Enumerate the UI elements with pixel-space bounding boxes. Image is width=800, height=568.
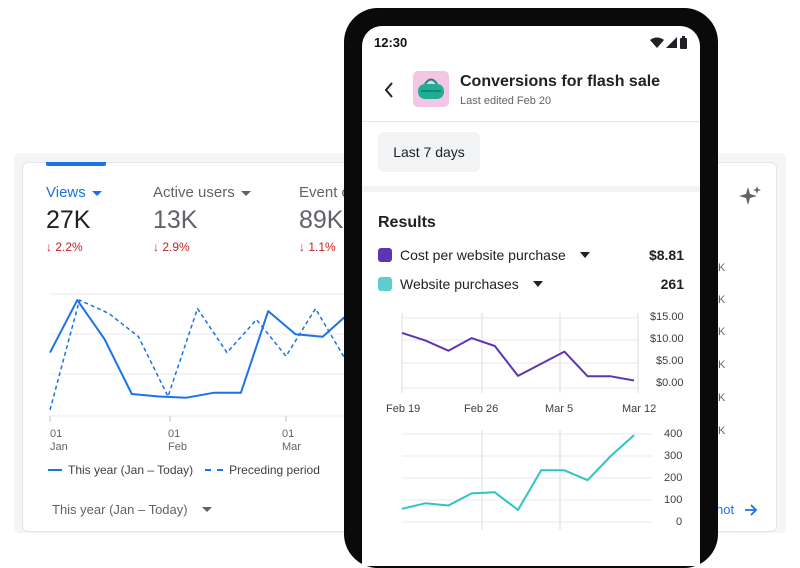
series-line-cost [401, 331, 635, 382]
views-line-chart [49, 293, 350, 422]
delta-value: 1.1% [308, 240, 336, 254]
status-time: 12:30 [374, 35, 408, 50]
metric-tab-views[interactable]: Views [46, 184, 102, 201]
y-tick: 300 [664, 450, 683, 462]
right-axis-tick: K [718, 392, 726, 404]
chevron-down-icon [201, 507, 212, 512]
x-tick: Feb 19 [386, 403, 421, 415]
card-title: Conversions for flash sale [460, 73, 661, 90]
view-snapshot-link[interactable]: hot [716, 502, 758, 517]
y-tick: 100 [664, 494, 683, 506]
chevron-down-icon [240, 190, 251, 196]
y-tick: 0 [676, 516, 683, 528]
date-range-dropdown[interactable]: This year (Jan – Today) [52, 502, 212, 517]
x-tick: Feb 26 [464, 403, 499, 415]
right-axis-tick: K [718, 359, 726, 371]
metric-value-active-users: 13K [153, 206, 198, 234]
arrow-down-icon: ↓ [153, 240, 159, 254]
legend: This year (Jan – Today) Preceding period [48, 463, 320, 477]
arrow-down-icon: ↓ [46, 240, 52, 254]
sparkle-icon[interactable] [738, 185, 762, 209]
legend-preceding: Preceding period [229, 463, 320, 477]
header-divider [362, 121, 700, 122]
chart-series-group [49, 299, 350, 411]
tick-day: 01 [282, 428, 295, 440]
metric-value-views: 27K [46, 206, 91, 234]
section-divider [362, 186, 700, 192]
right-axis-tick: K [718, 294, 726, 306]
date-range-chip[interactable]: Last 7 days [378, 132, 480, 172]
x-tick-feb: 01 Feb [168, 428, 187, 454]
metric-tab-active-users[interactable]: Active users [153, 184, 251, 201]
metric-label: Views [46, 184, 86, 201]
battery-icon [680, 36, 687, 49]
delta-value: 2.2% [55, 240, 83, 254]
dropdown-icon [579, 252, 590, 258]
y-tick: $10.00 [650, 333, 684, 345]
metric-delta-event-count: ↓ 1.1% [299, 240, 336, 254]
series-line-this-year [49, 299, 350, 399]
metric-row-purchases[interactable]: Website purchases 261 [378, 274, 684, 294]
tick-month: Jan [50, 441, 68, 453]
metric-delta-active-users: ↓ 2.9% [153, 240, 190, 254]
chevron-down-icon [91, 190, 102, 196]
y-tick: 400 [664, 428, 683, 440]
signal-icon [666, 37, 677, 48]
arrow-down-icon: ↓ [299, 240, 305, 254]
chart-gridlines [402, 430, 652, 530]
legend-swatch-dashed [205, 469, 224, 471]
x-tick-mar: 01 Mar [282, 428, 301, 454]
metric-value: $8.81 [648, 247, 684, 263]
metric-label: Active users [153, 184, 235, 201]
y-tick: 200 [664, 472, 683, 484]
x-tick: Mar 5 [545, 403, 574, 415]
right-axis-tick: K [718, 425, 726, 437]
tick-day: 01 [50, 428, 63, 440]
series-swatch [378, 248, 392, 262]
wifi-icon [650, 37, 664, 48]
metric-value: 261 [660, 276, 684, 292]
results-title: Results [378, 214, 436, 231]
tick-day: 01 [168, 428, 181, 440]
right-axis-tick: K [718, 326, 726, 338]
series-swatch [378, 277, 392, 291]
metric-label: Cost per website purchase [400, 247, 566, 263]
product-thumbnail [413, 71, 449, 107]
card-subtitle: Last edited Feb 20 [460, 95, 552, 107]
date-range-label: This year (Jan – Today) [52, 502, 188, 517]
legend-this-year: This year (Jan – Today) [68, 463, 194, 477]
chart-series-group [401, 434, 635, 511]
arrow-right-icon [745, 503, 758, 516]
y-tick: $5.00 [656, 355, 684, 367]
metric-row-cost[interactable]: Cost per website purchase $8.81 [378, 245, 684, 265]
metric-tab-event-count[interactable]: Event c [299, 184, 349, 201]
phone-screen: 12:30 Conversions for flash sale Last ed… [362, 26, 700, 566]
metric-delta-views: ↓ 2.2% [46, 240, 83, 254]
metric-label: Event c [299, 184, 350, 201]
x-tick-jan: 01 Jan [50, 428, 68, 454]
duffel-bag-icon [418, 78, 444, 99]
purchases-line-chart [401, 430, 652, 530]
metric-value-event-count: 89K [299, 206, 344, 234]
tick-month: Mar [282, 441, 301, 453]
chart-gridlines [401, 313, 639, 393]
y-tick: $0.00 [656, 377, 684, 389]
dropdown-icon [532, 281, 543, 287]
back-arrow-icon[interactable] [384, 82, 394, 98]
chart-series-group [401, 331, 635, 382]
legend-swatch-solid [48, 469, 62, 471]
snapshot-link-label: hot [716, 502, 735, 517]
delta-value: 2.9% [162, 240, 190, 254]
x-tick: Mar 12 [622, 403, 657, 415]
metric-label: Website purchases [400, 276, 519, 292]
series-line-purchases [401, 434, 635, 511]
right-axis-tick: K [718, 262, 726, 274]
selected-tab-indicator [46, 162, 106, 166]
tick-month: Feb [168, 441, 187, 453]
chart-gridlines [49, 293, 350, 422]
series-line-preceding [49, 299, 346, 411]
cost-line-chart [401, 313, 639, 393]
y-tick: $15.00 [650, 311, 684, 323]
